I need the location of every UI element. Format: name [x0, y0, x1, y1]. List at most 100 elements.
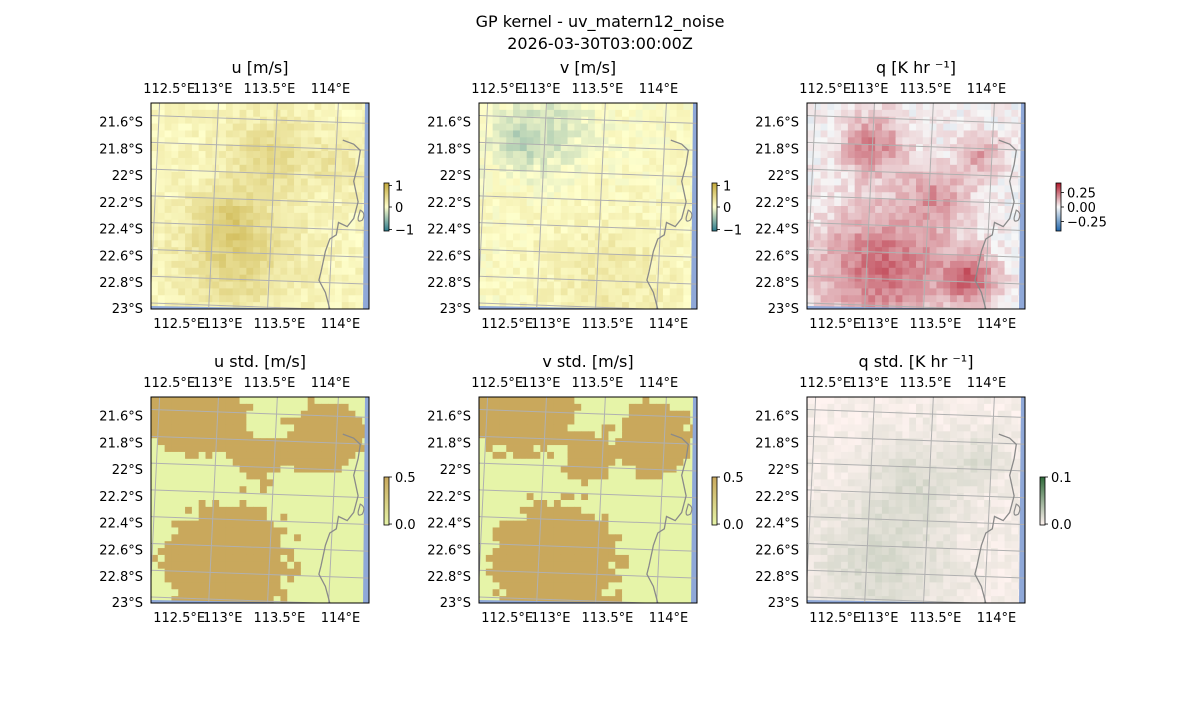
heatmap-cell	[936, 158, 943, 165]
heatmap-cell	[568, 473, 575, 480]
heatmap-cell	[554, 199, 561, 206]
heatmap-cell	[287, 110, 294, 117]
heatmap-cell	[1011, 254, 1018, 261]
heatmap-cell	[301, 247, 308, 254]
heatmap-cell	[622, 527, 629, 534]
heatmap-cell	[185, 486, 192, 493]
heatmap-cell	[493, 103, 500, 110]
heatmap-cell	[663, 192, 670, 199]
heatmap-cell	[342, 213, 349, 220]
heatmap-cell	[527, 576, 534, 583]
colorbar-tick-label: 0.00	[1067, 201, 1096, 216]
heatmap-cell	[649, 473, 656, 480]
heatmap-cell	[315, 418, 322, 425]
heatmap-cell	[321, 596, 328, 603]
heatmap-cell	[151, 473, 158, 480]
heatmap-cell	[615, 268, 622, 275]
heatmap-cell	[656, 165, 663, 172]
heatmap-cell	[656, 500, 663, 507]
heatmap-cell	[821, 144, 828, 151]
heatmap-cell	[212, 576, 219, 583]
heatmap-cell	[588, 459, 595, 466]
heatmap-cell	[349, 404, 356, 411]
heatmap-cell	[260, 521, 267, 528]
heatmap-cell	[950, 288, 957, 295]
heatmap-cell	[889, 158, 896, 165]
heatmap-cell	[355, 275, 362, 282]
heatmap-cell	[151, 424, 158, 431]
heatmap-cell	[534, 397, 541, 404]
heatmap-cell	[506, 534, 513, 541]
heatmap-cell	[807, 165, 814, 172]
heatmap-cell	[233, 479, 240, 486]
heatmap-cell	[998, 103, 1005, 110]
heatmap-cell	[574, 397, 581, 404]
heatmap-cell	[554, 589, 561, 596]
heatmap-cell	[233, 199, 240, 206]
heatmap-cell	[349, 452, 356, 459]
heatmap-cell	[151, 521, 158, 528]
heatmap-cell	[677, 192, 684, 199]
heatmap-cell	[199, 288, 206, 295]
heatmap-cell	[513, 261, 520, 268]
heatmap-cell	[171, 206, 178, 213]
heatmap-cell	[206, 261, 213, 268]
heatmap-cell	[171, 445, 178, 452]
heatmap-cell	[984, 275, 991, 282]
heatmap-cell	[171, 473, 178, 480]
heatmap-cell	[294, 268, 301, 275]
heatmap-cell	[602, 555, 609, 562]
heatmap-cell	[226, 137, 233, 144]
heatmap-cell	[588, 445, 595, 452]
heatmap-cell	[355, 288, 362, 295]
heatmap-cell	[622, 213, 629, 220]
heatmap-cell	[506, 411, 513, 418]
heatmap-cell	[513, 172, 520, 179]
longitude-label-top: 113.5°E	[243, 376, 295, 391]
heatmap-cell	[923, 172, 930, 179]
heatmap-cell	[280, 172, 287, 179]
heatmap-cell	[923, 110, 930, 117]
heatmap-cell	[493, 247, 500, 254]
heatmap-cell	[957, 185, 964, 192]
heatmap-cell	[540, 172, 547, 179]
heatmap-cell	[499, 466, 506, 473]
heatmap-cell	[540, 589, 547, 596]
heatmap-cell	[321, 117, 328, 124]
heatmap-cell	[355, 124, 362, 131]
heatmap-cell	[233, 137, 240, 144]
heatmap-cell	[486, 424, 493, 431]
heatmap-cell	[957, 247, 964, 254]
heatmap-cell	[192, 411, 199, 418]
heatmap-cell	[547, 500, 554, 507]
heatmap-cell	[862, 227, 869, 234]
heatmap-cell	[342, 302, 349, 309]
heatmap-cell	[622, 473, 629, 480]
heatmap-cell	[246, 165, 253, 172]
heatmap-cell	[677, 165, 684, 172]
colorbar	[712, 183, 717, 231]
heatmap-cell	[540, 185, 547, 192]
heatmap-cell	[206, 404, 213, 411]
heatmap-cell	[520, 486, 527, 493]
heatmap-cell	[643, 397, 650, 404]
heatmap-cell	[602, 486, 609, 493]
heatmap-cell	[663, 404, 670, 411]
heatmap-cell	[315, 479, 322, 486]
heatmap-cell	[253, 576, 260, 583]
heatmap-cell	[656, 151, 663, 158]
heatmap-cell	[814, 282, 821, 289]
heatmap-cell	[315, 110, 322, 117]
heatmap-cell	[328, 130, 335, 137]
heatmap-cell	[547, 589, 554, 596]
heatmap-cell	[821, 247, 828, 254]
heatmap-cell	[868, 268, 875, 275]
heatmap-cell	[547, 514, 554, 521]
heatmap-cell	[233, 185, 240, 192]
heatmap-cell	[355, 302, 362, 309]
heatmap-cell	[301, 206, 308, 213]
heatmap-cell	[240, 452, 247, 459]
heatmap-cell	[294, 185, 301, 192]
heatmap-cell	[984, 103, 991, 110]
heatmap-cell	[574, 124, 581, 131]
